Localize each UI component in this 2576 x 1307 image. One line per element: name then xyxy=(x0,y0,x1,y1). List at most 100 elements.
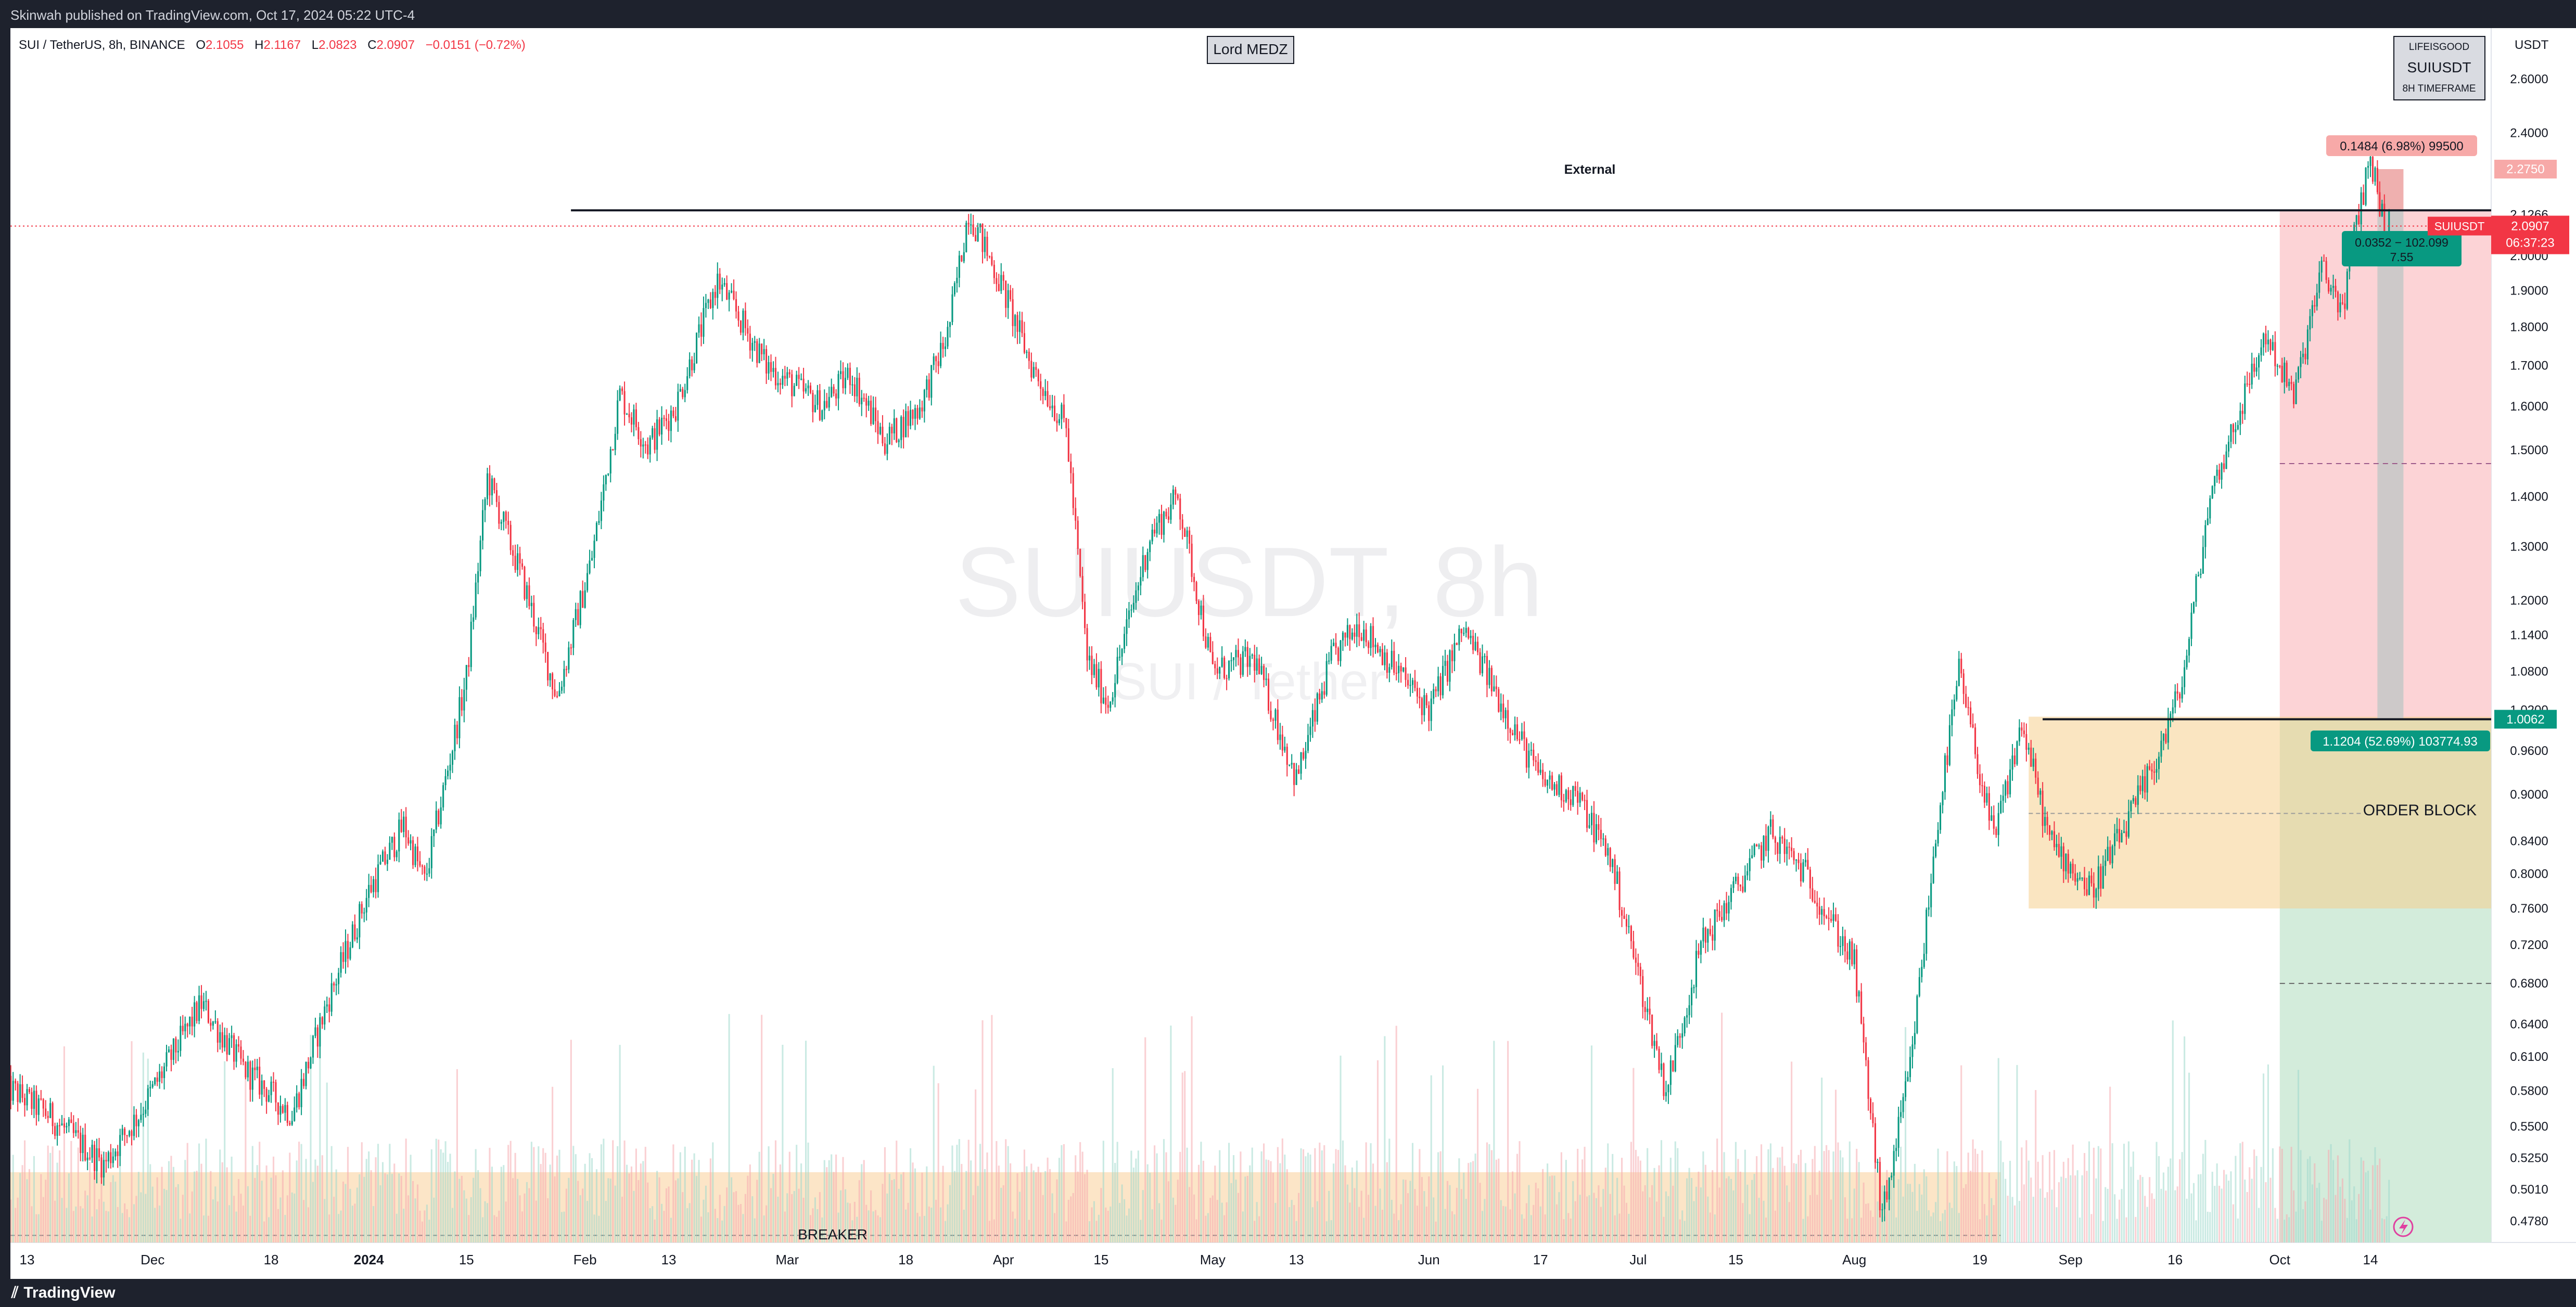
volume-bar xyxy=(853,1201,856,1242)
volume-bar xyxy=(1935,1202,1937,1242)
candle-body xyxy=(2158,757,2160,770)
volume-bar xyxy=(793,1191,795,1242)
legend-c-label: C xyxy=(367,38,376,52)
volume-bar xyxy=(58,1150,61,1242)
volume-bar xyxy=(19,1173,21,1242)
candle-body xyxy=(1433,689,1435,699)
candle-body xyxy=(1528,750,1530,768)
candle-body xyxy=(1079,548,1081,576)
candle-body xyxy=(1379,649,1381,652)
candle-body xyxy=(2144,776,2146,793)
volume-bar xyxy=(1442,1065,1444,1242)
candle-body xyxy=(1902,1097,1904,1112)
volume-bar xyxy=(498,1210,500,1242)
volume-bar xyxy=(1110,1206,1112,1242)
candle-body xyxy=(180,1026,182,1051)
volume-bar xyxy=(749,1164,751,1242)
candle-body xyxy=(1860,991,1863,1024)
volume-bar xyxy=(2000,1141,2002,1242)
volume-bar xyxy=(2349,1139,2351,1242)
candle-body xyxy=(1512,733,1514,735)
volume-bar xyxy=(626,1164,628,1242)
symbol-legend[interactable]: SUI / TetherUS, 8h, BINANCE O2.1055 H2.1… xyxy=(19,38,526,52)
volume-bar xyxy=(286,1195,288,1242)
candle-body xyxy=(777,383,779,386)
candle-body xyxy=(898,440,900,442)
volume-bar xyxy=(45,1180,47,1242)
volume-bar xyxy=(1058,1158,1061,1242)
volume-bar xyxy=(761,1015,763,1242)
volume-bar xyxy=(98,1199,100,1242)
volume-bar xyxy=(442,1152,444,1242)
volume-bar xyxy=(1704,1164,1706,1242)
candle-body xyxy=(435,810,437,830)
price-axis[interactable]: 2.60002.40002.12662.00001.90001.80001.70… xyxy=(2510,72,2548,1228)
chart-svg[interactable]: SUIUSDT, 8h SUI / Tether External ORDER … xyxy=(5,28,2576,1279)
candle-body xyxy=(1202,605,1204,637)
volume-bar xyxy=(2304,1201,2306,1242)
volume-bar xyxy=(1714,1214,1716,1242)
volume-bar xyxy=(933,1066,935,1242)
volume-bar xyxy=(1191,1016,1193,1242)
candle-body xyxy=(1800,863,1802,881)
volume-bar xyxy=(1712,1170,1714,1242)
candle-body xyxy=(600,501,602,521)
candle-body xyxy=(1521,731,1523,739)
volume-bar xyxy=(1070,1196,1072,1242)
time-axis[interactable]: 13 Dec 18 2024 15 Feb 13 Mar 18 Apr 15 May 13 Jun 17 Ju… xyxy=(20,1252,2378,1267)
volume-bar xyxy=(316,1165,318,1242)
candle-body xyxy=(1295,769,1297,785)
volume-bar xyxy=(1053,1213,1056,1242)
volume-bar xyxy=(251,1146,253,1242)
volume-bar xyxy=(1028,1220,1030,1242)
candle-body xyxy=(2251,363,2253,385)
volume-bar xyxy=(1119,1203,1121,1242)
candle-body xyxy=(1028,352,1030,361)
candle-body xyxy=(2109,847,2111,864)
candle-body xyxy=(747,328,749,334)
volume-bar xyxy=(2323,1198,2325,1242)
volume-bar xyxy=(72,1211,74,1242)
volume-bar xyxy=(1140,1220,1142,1242)
volume-bar xyxy=(1983,1204,1985,1242)
volume-bar xyxy=(568,1177,570,1242)
candle-body xyxy=(514,556,516,570)
candle-body xyxy=(828,396,830,408)
candle-body xyxy=(970,224,972,226)
candle-body xyxy=(1428,705,1430,721)
candle-body xyxy=(1442,665,1444,696)
volume-bar xyxy=(1537,1188,1539,1242)
volume-bar xyxy=(105,1211,107,1242)
candle-body xyxy=(91,1145,93,1158)
candle-body xyxy=(245,1061,247,1078)
candle-body xyxy=(858,378,860,405)
candle-body xyxy=(147,1088,149,1110)
candle-body xyxy=(2027,747,2030,750)
volume-bar xyxy=(270,1177,272,1242)
time-tick-label: 17 xyxy=(1533,1252,1548,1267)
candle-body xyxy=(172,1039,175,1060)
candle-body xyxy=(796,375,798,386)
volume-bar xyxy=(1456,1187,1458,1242)
volume-bar xyxy=(654,1219,656,1242)
candle-body xyxy=(1721,917,1723,920)
lightning-icon[interactable] xyxy=(2393,1216,2414,1237)
volume-bar xyxy=(1265,1159,1267,1242)
volume-bar xyxy=(1230,1183,1232,1242)
volume-bar xyxy=(1932,1212,1934,1242)
candle-body xyxy=(294,1107,296,1121)
price-tick-label: 1.2000 xyxy=(2510,594,2548,608)
volume-bar xyxy=(1228,1143,1230,1242)
volume-bar xyxy=(56,1162,58,1242)
candle-body xyxy=(1016,315,1018,332)
candle-body xyxy=(660,417,663,435)
volume-bar xyxy=(426,1205,428,1242)
candle-body xyxy=(2176,691,2178,694)
volume-bar xyxy=(1686,1178,1688,1242)
volume-bar xyxy=(2095,1178,2097,1242)
candle-body xyxy=(1772,819,1774,838)
tradingview-logo[interactable]: ⫽ TradingView xyxy=(11,1284,116,1302)
candle-body xyxy=(2174,691,2176,708)
target-label-text: 0.1484 (6.98%) 99500 xyxy=(2340,139,2464,153)
candle-body xyxy=(916,408,919,419)
